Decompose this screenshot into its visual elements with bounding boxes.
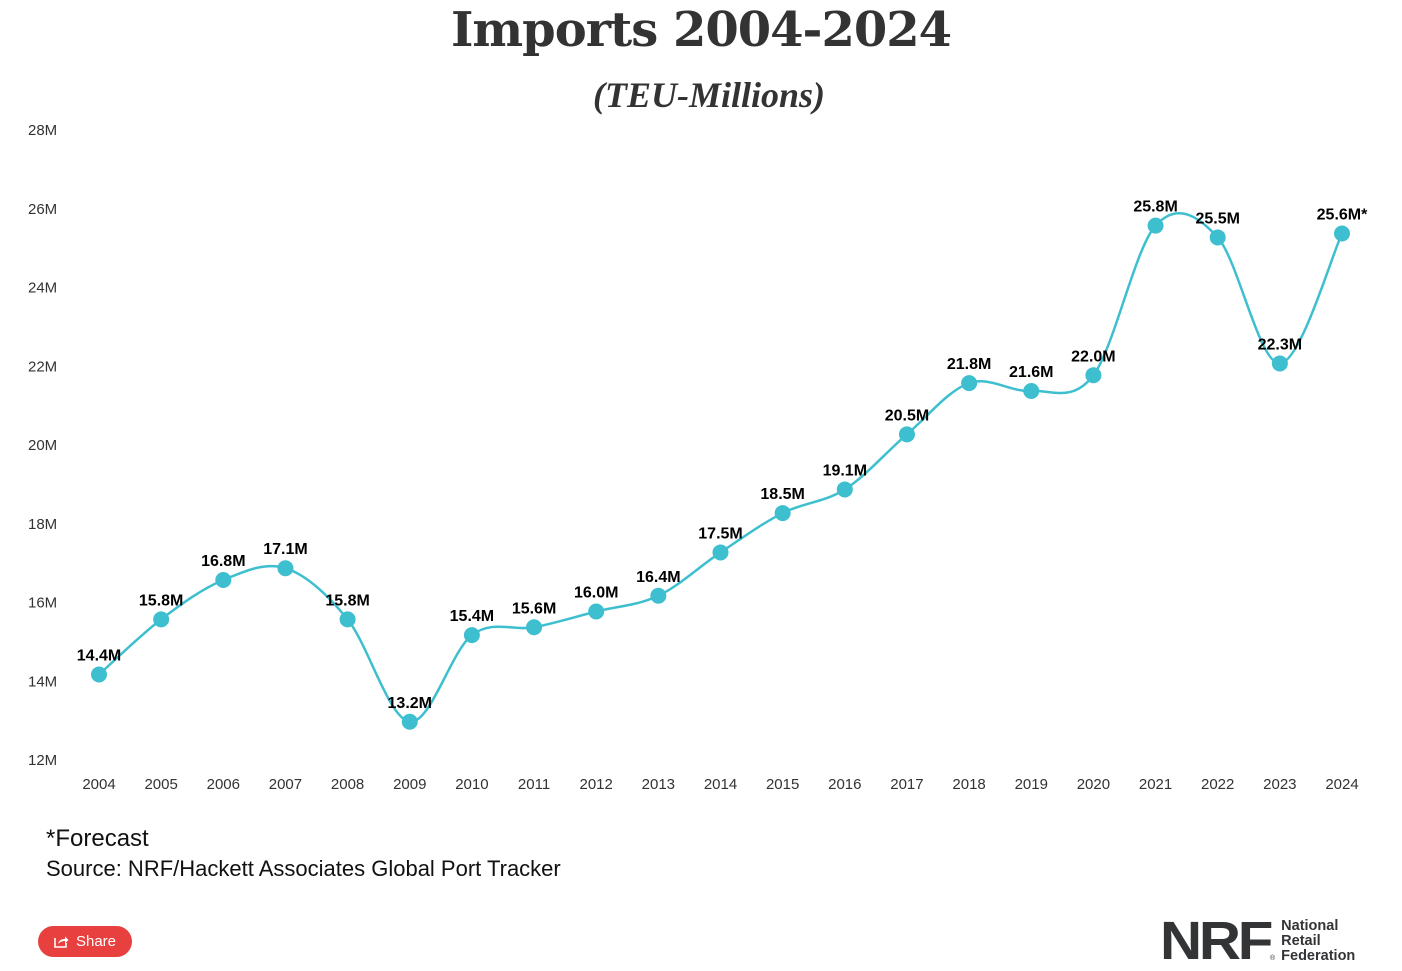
x-tick-label: 2009 <box>393 776 426 793</box>
logo-wordmark: National Retail Federation <box>1281 919 1355 964</box>
source-note: Source: NRF/Hackett Associates Global Po… <box>46 856 561 881</box>
x-tick-label: 2016 <box>828 776 861 793</box>
data-label: 19.1M <box>823 462 867 479</box>
data-point <box>1023 383 1040 399</box>
data-label: 16.0M <box>574 585 618 602</box>
data-point <box>153 611 170 628</box>
data-label: 25.6M* <box>1317 207 1368 224</box>
data-label: 16.8M <box>201 553 245 570</box>
data-label: 17.1M <box>263 541 307 558</box>
logo-registered: ® <box>1269 955 1276 962</box>
data-point <box>961 375 978 392</box>
data-point <box>712 544 729 561</box>
data-label: 15.4M <box>450 608 494 625</box>
series-line <box>98 211 1344 723</box>
data-point <box>898 426 915 443</box>
data-point <box>650 587 667 604</box>
x-tick-label: 2022 <box>1201 776 1234 793</box>
data-point <box>1271 355 1288 372</box>
data-point <box>1085 367 1102 384</box>
data-labels: 14.4M 15.8M 16.8M 17.1M 15.8M 13.2M 15.4M 15.6M… <box>77 199 1368 712</box>
x-tick-label: 2017 <box>890 776 923 793</box>
x-tick-label: 2012 <box>580 776 613 793</box>
x-tick-label: 2023 <box>1263 776 1296 793</box>
y-tick-label: 12M <box>28 752 57 769</box>
data-label: 20.5M <box>885 407 929 424</box>
share-button[interactable]: Share <box>38 926 132 957</box>
data-point <box>277 560 294 577</box>
share-label: Share <box>75 933 117 950</box>
data-point <box>526 619 543 636</box>
x-tick-label: 2014 <box>704 776 737 793</box>
forecast-note: *Forecast <box>46 825 149 852</box>
y-tick-label: 14M <box>28 673 57 690</box>
y-axis: 12M 14M 16M 18M 20M 22M 24M 26M 28M <box>28 122 57 769</box>
y-tick-label: 20M <box>28 437 57 454</box>
y-tick-label: 28M <box>28 122 57 139</box>
x-tick-label: 2008 <box>331 776 364 793</box>
x-tick-label: 2019 <box>1015 776 1048 793</box>
logo-line: National <box>1281 918 1339 934</box>
x-tick-label: 2013 <box>642 776 675 793</box>
logo-mark: NRF <box>1160 911 1273 971</box>
nrf-logo: NRF ® National Retail Federation <box>1160 911 1355 971</box>
data-point <box>1147 217 1164 234</box>
line-chart: 12M 14M 16M 18M 20M 22M 24M 26M 28M 2004 2005 2006… <box>28 122 1368 793</box>
series-imports <box>98 211 1344 723</box>
data-point <box>1209 229 1226 246</box>
y-tick-label: 16M <box>28 595 57 612</box>
data-label: 16.4M <box>636 569 680 586</box>
chart-title: Imports 2004-2024 <box>450 2 952 58</box>
y-tick-label: 22M <box>28 358 57 375</box>
data-label: 22.3M <box>1258 336 1302 353</box>
y-tick-label: 24M <box>28 280 57 297</box>
data-label: 15.8M <box>325 592 369 609</box>
data-point <box>463 627 480 644</box>
x-tick-label: 2018 <box>952 776 985 793</box>
data-label: 25.5M <box>1195 210 1239 227</box>
data-label: 15.8M <box>139 592 183 609</box>
logo-line: Retail <box>1281 933 1321 949</box>
x-tick-label: 2021 <box>1139 776 1172 793</box>
data-point <box>339 611 356 628</box>
data-point <box>401 713 418 730</box>
data-label: 14.4M <box>77 648 121 665</box>
share-icon <box>54 935 69 948</box>
x-tick-label: 2004 <box>82 776 115 793</box>
data-label: 15.6M <box>512 600 556 617</box>
x-tick-label: 2006 <box>207 776 240 793</box>
data-point <box>91 666 107 683</box>
logo-line: Federation <box>1281 948 1356 964</box>
y-tick-label: 26M <box>28 201 57 218</box>
data-points <box>91 217 1350 730</box>
data-point <box>588 603 605 620</box>
data-label: 18.5M <box>760 486 804 503</box>
x-tick-label: 2015 <box>766 776 799 793</box>
data-point <box>774 505 791 522</box>
data-label: 13.2M <box>388 695 432 712</box>
x-tick-label: 2007 <box>269 776 302 793</box>
x-tick-label: 2010 <box>455 776 488 793</box>
chart-subtitle: (TEU-Millions) <box>592 75 825 115</box>
data-point <box>836 481 853 498</box>
x-axis: 2004 2005 2006 2007 2008 2009 2010 2011 2012 2013… <box>82 776 1358 793</box>
x-tick-label: 2011 <box>518 776 550 793</box>
data-label: 25.8M <box>1133 199 1177 216</box>
data-point <box>1334 225 1350 242</box>
x-tick-label: 2024 <box>1325 776 1358 793</box>
y-tick-label: 18M <box>28 516 57 533</box>
data-label: 21.6M <box>1009 364 1053 381</box>
x-tick-label: 2020 <box>1077 776 1110 793</box>
data-point <box>215 572 232 588</box>
data-label: 17.5M <box>698 525 742 542</box>
data-label: 21.8M <box>947 356 991 373</box>
x-tick-label: 2005 <box>144 776 177 793</box>
data-label: 22.0M <box>1071 348 1115 365</box>
